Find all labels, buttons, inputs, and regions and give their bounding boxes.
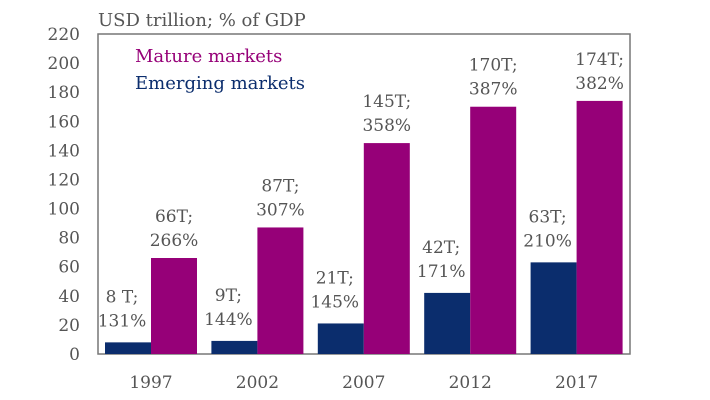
- data-label: 170T;: [469, 56, 518, 76]
- data-label: 266%: [150, 231, 199, 251]
- emerging-bar-1997: [105, 342, 151, 354]
- x-tick-label: 2007: [342, 373, 385, 393]
- mature-bar-2002: [257, 227, 304, 354]
- x-tick-label: 2017: [555, 373, 598, 393]
- data-label: 171%: [417, 262, 466, 282]
- x-tick-label: 2012: [449, 373, 492, 393]
- y-tick-label: 140: [48, 141, 80, 161]
- mature-bar-2007: [363, 143, 410, 354]
- data-label: 358%: [362, 116, 411, 136]
- y-tick-label: 100: [48, 200, 80, 220]
- data-label: 387%: [469, 80, 518, 100]
- x-tick-label: 1997: [129, 373, 172, 393]
- data-label: 382%: [575, 74, 624, 94]
- y-tick-label: 20: [58, 316, 80, 336]
- y-tick-label: 180: [48, 83, 80, 103]
- emerging-bar-2007: [317, 323, 364, 354]
- y-tick-label: 80: [58, 229, 80, 249]
- data-label: 307%: [256, 200, 305, 220]
- data-label: 210%: [523, 231, 572, 251]
- data-label: 9T;: [215, 286, 242, 306]
- y-tick-label: 60: [58, 258, 80, 278]
- emerging-bar-2017: [530, 262, 577, 354]
- y-tick-label: 160: [48, 112, 80, 132]
- y-tick-label: 40: [58, 287, 80, 307]
- data-label: 21T;: [316, 268, 354, 288]
- data-label: 63T;: [529, 207, 567, 227]
- data-label: 145T;: [362, 92, 411, 112]
- data-label: 131%: [98, 311, 147, 331]
- legend-emerging-markets: Emerging markets: [135, 73, 305, 94]
- mature-bar-2012: [470, 106, 517, 355]
- data-label: 8 T;: [106, 287, 139, 307]
- data-label: 144%: [204, 310, 253, 330]
- x-tick-label: 2002: [236, 373, 279, 393]
- mature-bar-2017: [576, 100, 623, 354]
- y-tick-label: 220: [48, 25, 80, 45]
- data-label: 42T;: [422, 238, 460, 258]
- emerging-bar-2002: [211, 340, 258, 354]
- data-label: 66T;: [155, 207, 193, 227]
- emerging-bar-2012: [424, 292, 471, 354]
- y-tick-label: 200: [48, 54, 80, 74]
- y-tick-label: 0: [69, 345, 80, 365]
- mature-bar-1997: [151, 258, 197, 354]
- data-label: 87T;: [261, 176, 299, 196]
- legend-mature-markets: Mature markets: [135, 46, 282, 67]
- y-axis-label: USD trillion; % of GDP: [98, 10, 306, 31]
- y-tick-label: 120: [48, 170, 80, 190]
- data-label: 174T;: [575, 50, 624, 70]
- data-label: 145%: [310, 292, 359, 312]
